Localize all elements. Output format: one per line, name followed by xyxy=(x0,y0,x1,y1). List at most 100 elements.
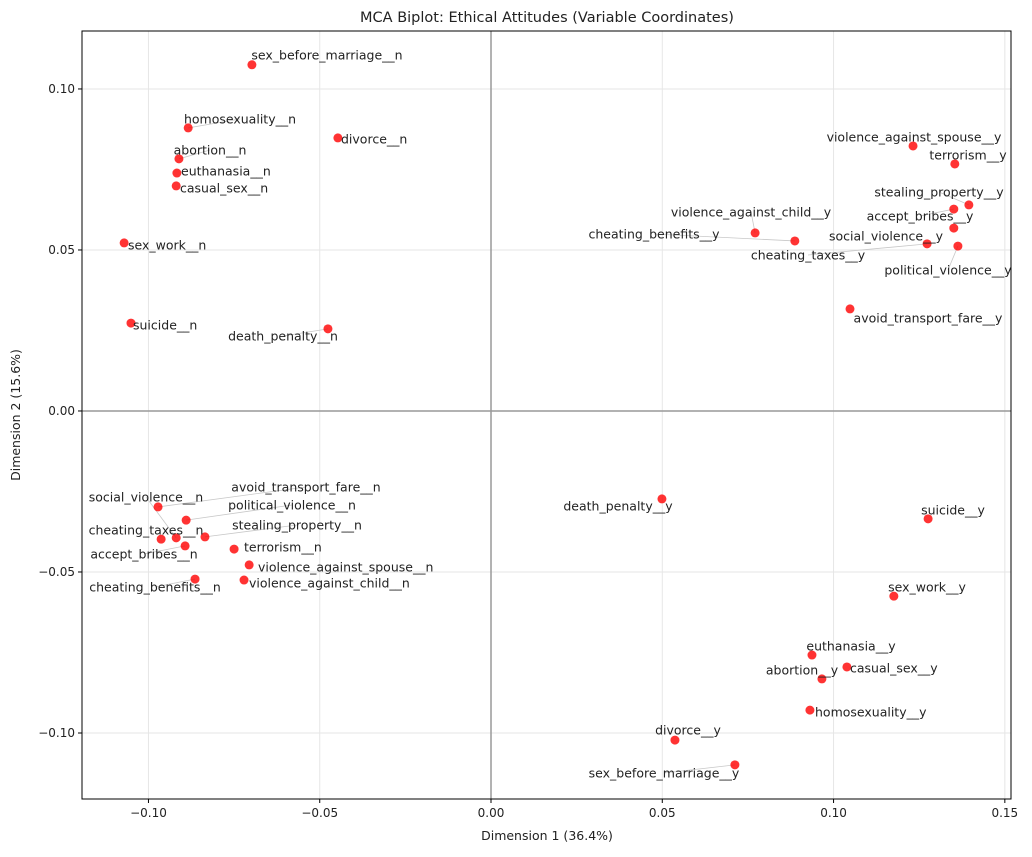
label-leader-line xyxy=(154,578,196,588)
data-point xyxy=(181,515,191,525)
point-label: casual_sex__n xyxy=(180,181,268,196)
y-tick-label: −0.05 xyxy=(38,565,75,579)
point-label: political_violence__y xyxy=(884,263,1012,278)
point-label: sex_work__n xyxy=(128,238,206,253)
point-label: homosexuality__n xyxy=(184,112,296,127)
data-point xyxy=(889,591,899,601)
label-leader-line xyxy=(282,328,329,337)
data-point xyxy=(126,318,136,328)
data-point xyxy=(922,239,932,249)
x-tick-label: 0.10 xyxy=(820,806,847,820)
label-leader-line xyxy=(807,243,928,256)
y-axis-label: Dimension 2 (15.6%) xyxy=(8,349,23,481)
point-label: cheating_taxes__n xyxy=(89,523,204,538)
point-label: accept_bribes__n xyxy=(90,547,197,562)
plot-frame xyxy=(81,30,1012,800)
point-label: casual_sex__y xyxy=(850,661,938,676)
data-point xyxy=(171,533,181,543)
data-point xyxy=(949,223,959,233)
data-point xyxy=(171,181,181,191)
y-tick-label: 0.00 xyxy=(48,404,75,418)
label-leader-line xyxy=(938,191,970,206)
data-point xyxy=(790,236,800,246)
point-label: divorce__y xyxy=(655,723,721,738)
data-point xyxy=(323,324,333,334)
point-label: terrorism__y xyxy=(929,148,1007,163)
point-label: violence_against_spouse__y xyxy=(827,130,1002,145)
data-point xyxy=(950,159,960,169)
point-label: political_violence__n xyxy=(228,498,356,513)
data-point xyxy=(949,204,959,214)
data-point xyxy=(244,560,254,570)
x-axis-label: Dimension 1 (36.4%) xyxy=(481,828,613,843)
label-leader-line xyxy=(663,764,735,774)
data-point xyxy=(908,141,918,151)
y-tick-label: 0.10 xyxy=(48,82,75,96)
data-point xyxy=(845,304,855,314)
label-leader-line xyxy=(186,504,293,521)
data-point xyxy=(953,241,963,251)
data-point xyxy=(807,650,817,660)
data-point xyxy=(333,133,343,143)
label-leader-line xyxy=(653,233,795,242)
data-point xyxy=(247,60,257,70)
data-point xyxy=(670,735,680,745)
point-label: sex_before_marriage__y xyxy=(589,766,740,781)
y-tick-label: −0.10 xyxy=(38,726,75,740)
chart-title: MCA Biplot: Ethical Attitudes (Variable … xyxy=(360,10,734,26)
data-point xyxy=(153,502,163,512)
label-leader-line xyxy=(204,524,298,538)
point-label: abortion__n xyxy=(174,143,247,158)
point-label: euthanasia__y xyxy=(806,639,896,654)
label-leader-line xyxy=(919,208,954,217)
point-label: avoid_transport_fare__y xyxy=(854,311,1003,326)
point-label: divorce__n xyxy=(341,132,407,147)
point-label: stealing_property__n xyxy=(232,518,362,533)
x-tick-label: −0.05 xyxy=(301,806,338,820)
x-tick-label: 0.00 xyxy=(478,806,505,820)
point-label: social_violence__n xyxy=(89,490,203,505)
data-point xyxy=(964,200,974,210)
data-point xyxy=(200,532,210,542)
x-tick-label: −0.10 xyxy=(130,806,167,820)
point-label: terrorism__n xyxy=(244,540,322,555)
data-point xyxy=(183,123,193,133)
data-point xyxy=(657,494,667,504)
point-label: death_penalty__n xyxy=(228,329,338,344)
point-label: accept_bribes__y xyxy=(867,209,974,224)
data-point xyxy=(156,534,166,544)
data-point xyxy=(730,760,740,770)
point-label: suicide__y xyxy=(921,503,985,518)
y-tick-label: 0.05 xyxy=(48,243,75,257)
data-point xyxy=(750,228,760,238)
data-point xyxy=(239,575,249,585)
data-point xyxy=(190,574,200,584)
data-point xyxy=(923,514,933,524)
point-label: cheating_benefits__y xyxy=(588,227,720,242)
x-tick-label: 0.05 xyxy=(649,806,676,820)
point-label: sex_work__y xyxy=(888,580,966,595)
label-leader-line xyxy=(143,545,186,555)
point-label: violence_against_spouse__n xyxy=(258,560,433,575)
label-leader-line xyxy=(188,118,241,129)
data-point xyxy=(174,154,184,164)
x-tick-label: 0.15 xyxy=(991,806,1018,820)
data-point xyxy=(817,674,827,684)
point-label: cheating_benefits__n xyxy=(89,580,221,595)
point-label: euthanasia__n xyxy=(181,164,271,179)
point-label: violence_against_child__y xyxy=(671,205,832,220)
point-label: death_penalty__y xyxy=(563,499,673,514)
label-leader-line xyxy=(145,496,177,539)
data-point xyxy=(229,544,239,554)
data-point xyxy=(180,541,190,551)
point-label: violence_against_child__n xyxy=(249,576,410,591)
point-label: sex_before_marriage__n xyxy=(251,48,402,63)
label-leader-line xyxy=(157,486,307,508)
data-point xyxy=(842,662,852,672)
data-point xyxy=(119,238,129,248)
point-label: avoid_transport_fare__n xyxy=(231,480,380,495)
data-point xyxy=(805,705,815,715)
point-label: social_violence__y xyxy=(829,229,944,244)
point-label: abortion__y xyxy=(766,663,839,678)
point-label: suicide__n xyxy=(133,318,197,333)
